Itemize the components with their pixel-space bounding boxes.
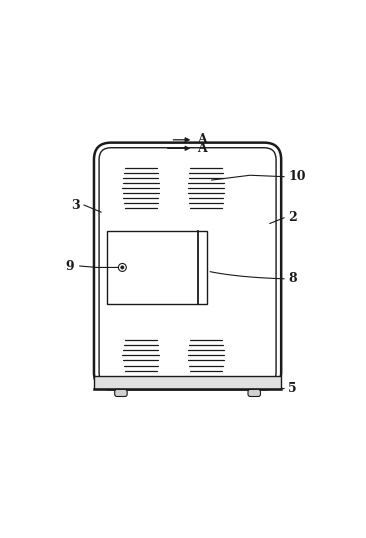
Text: 5: 5 <box>288 382 297 395</box>
Bar <box>107 231 208 305</box>
Text: 9: 9 <box>66 259 74 273</box>
FancyBboxPatch shape <box>115 390 127 397</box>
Text: A: A <box>198 133 207 146</box>
Circle shape <box>121 266 124 269</box>
Circle shape <box>118 264 126 271</box>
FancyBboxPatch shape <box>248 390 261 397</box>
Text: 2: 2 <box>288 211 297 224</box>
Text: 10: 10 <box>288 170 306 183</box>
FancyBboxPatch shape <box>94 143 281 390</box>
Text: 3: 3 <box>71 199 80 211</box>
Bar <box>94 376 281 390</box>
Text: A: A <box>198 142 207 155</box>
Text: 8: 8 <box>288 272 297 285</box>
